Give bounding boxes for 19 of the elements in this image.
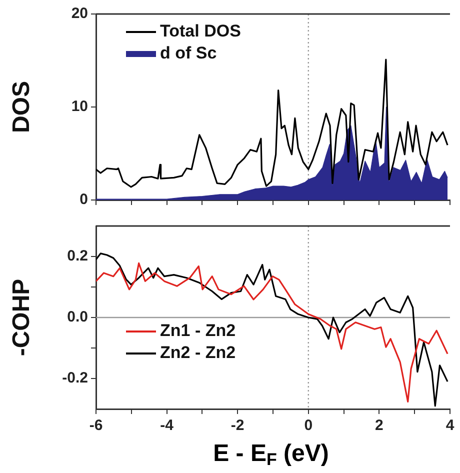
x-tick-label: -4 xyxy=(160,417,174,434)
y-tick-label: 10 xyxy=(71,98,88,116)
y-axis-title: DOS xyxy=(8,80,36,134)
x-tick-label: 4 xyxy=(446,417,455,434)
x-tick-label: -6 xyxy=(89,417,103,434)
legend-label: Zn1 - Zn2 xyxy=(160,321,236,340)
x-tick-label: -2 xyxy=(230,417,244,434)
y-tick-label: -0.2 xyxy=(62,370,88,387)
x-tick-label: 2 xyxy=(375,417,384,434)
y-tick-label: 0.0 xyxy=(67,308,88,326)
y-axis-title: -COHP xyxy=(8,278,36,356)
y-tick-label: 20 xyxy=(71,5,88,22)
legend-label: Total DOS xyxy=(160,22,241,41)
x-tick-label: 0 xyxy=(304,417,313,434)
y-tick-label: 0.2 xyxy=(67,248,88,265)
legend-label: Zn2 - Zn2 xyxy=(160,343,236,362)
legend-label: d of Sc xyxy=(160,44,217,63)
y-tick-label: 0 xyxy=(80,191,88,208)
x-axis-title: E - E$_{F}$ (eV) xyxy=(212,440,330,471)
